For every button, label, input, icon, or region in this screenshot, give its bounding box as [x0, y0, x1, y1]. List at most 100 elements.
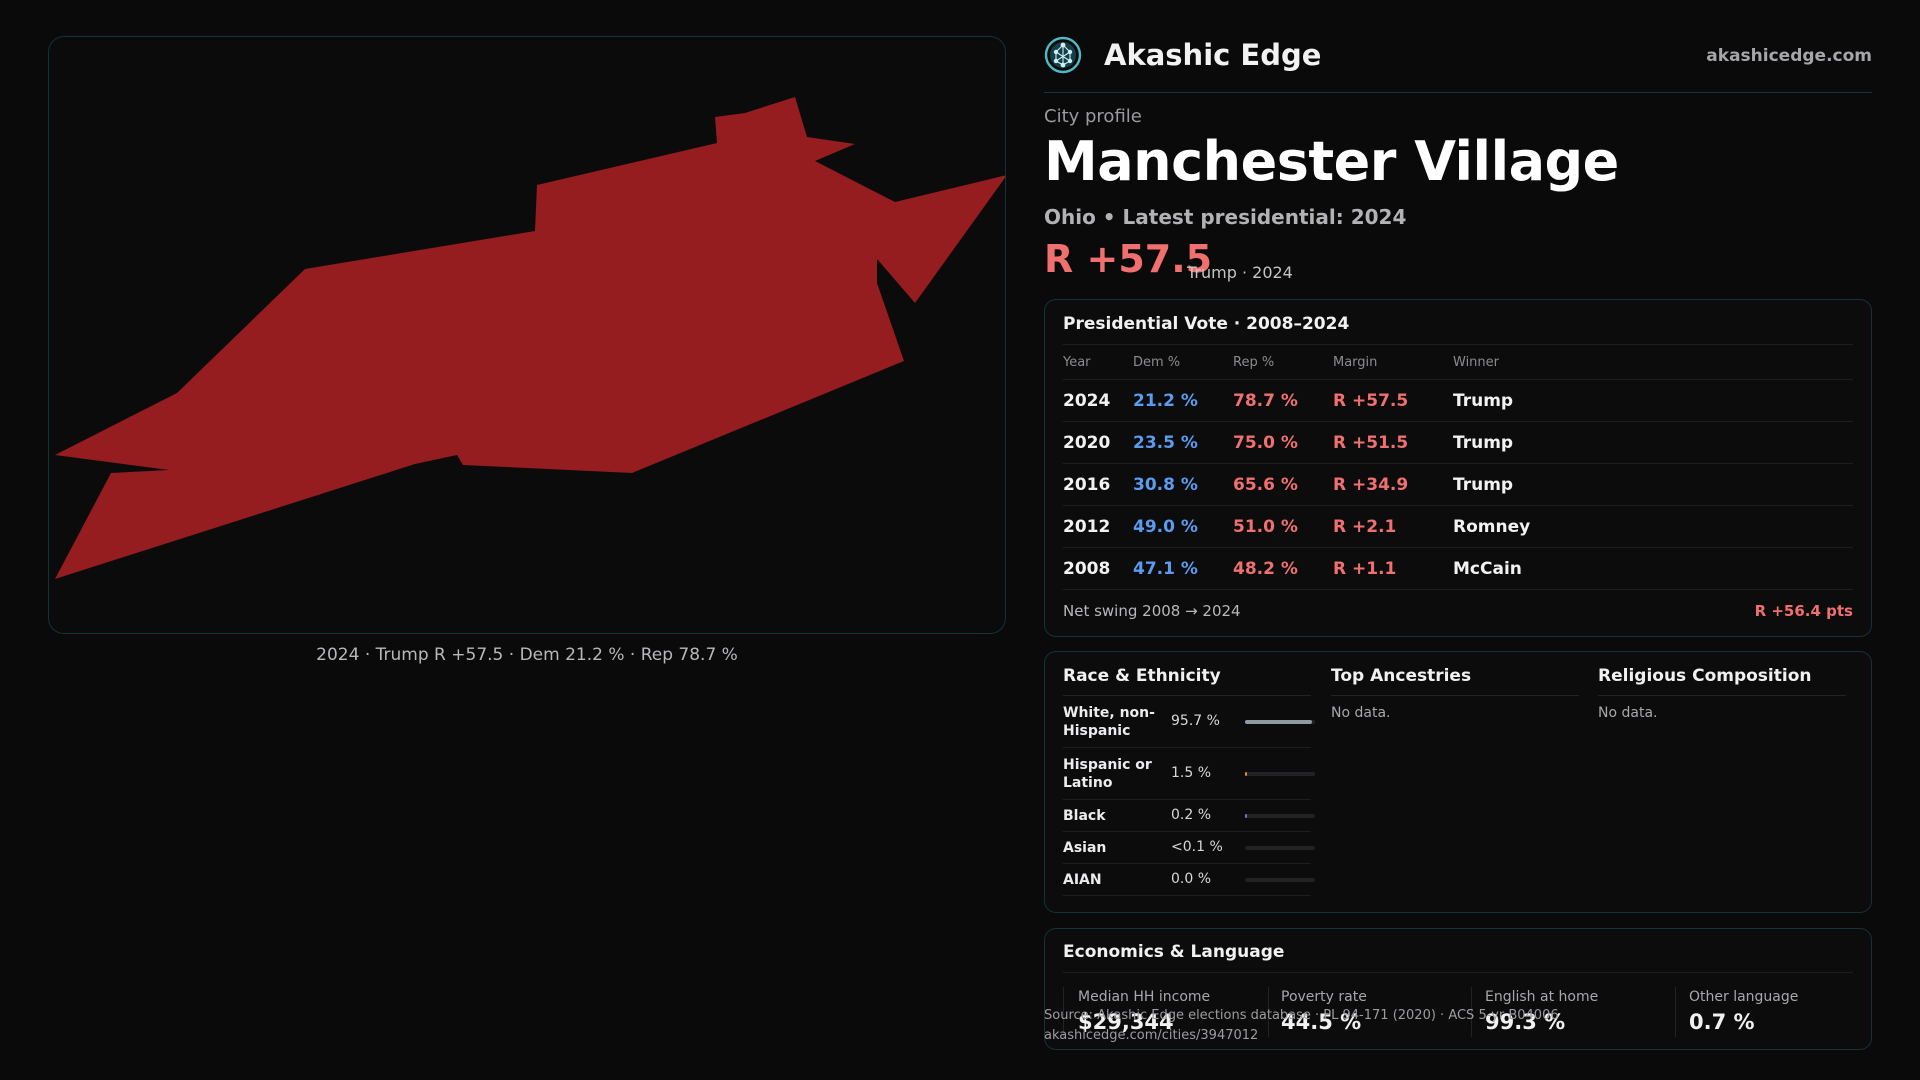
headline-margin-winner: Trump · 2024 [1187, 263, 1293, 282]
site-url[interactable]: akashicedge.com [1706, 46, 1872, 66]
divider [1063, 344, 1853, 345]
religious-composition-title: Religious Composition [1598, 666, 1846, 696]
cell-winner: Trump [1453, 463, 1853, 506]
cell-year: 2020 [1063, 421, 1133, 464]
stat-divider [1675, 987, 1676, 1037]
stat-divider [1063, 987, 1064, 1037]
headline-margin: R +57.5 [1044, 237, 1213, 281]
cell-rep: 51.0 % [1233, 505, 1333, 548]
cell-margin: R +51.5 [1333, 421, 1453, 464]
race-label: Black [1063, 808, 1106, 824]
cell-year: 2008 [1063, 547, 1133, 590]
race-row: Hispanic or Latino 1.5 % [1063, 748, 1315, 800]
tree-of-life-logo-icon[interactable] [1044, 36, 1082, 74]
race-label: AIAN [1063, 872, 1102, 888]
cell-margin: R +57.5 [1333, 379, 1453, 422]
top-ancestries-title: Top Ancestries [1331, 666, 1579, 696]
table-row: 2024 21.2 % 78.7 % R +57.5 Trump [1063, 379, 1853, 422]
column-header-winner: Winner [1453, 346, 1853, 380]
column-header-margin: Margin [1333, 346, 1453, 380]
stat-label: Other language [1689, 989, 1799, 1005]
cell-rep: 78.7 % [1233, 379, 1333, 422]
table-row: 2020 23.5 % 75.0 % R +51.5 Trump [1063, 421, 1853, 464]
cell-dem: 49.0 % [1133, 505, 1233, 548]
race-label: White, non-Hispanic [1063, 705, 1155, 739]
stat-other-language: Other language 0.7 % [1689, 989, 1798, 1039]
cell-rep: 75.0 % [1233, 421, 1333, 464]
column-header-year: Year [1063, 346, 1133, 380]
stat-value: 44.5 % [1281, 1010, 1362, 1034]
race-bar [1245, 814, 1315, 818]
stat-label: Poverty rate [1281, 989, 1367, 1005]
race-row: AIAN 0.0 % [1063, 864, 1315, 896]
brand-name[interactable]: Akashic Edge [1104, 38, 1322, 72]
cell-winner: Trump [1453, 421, 1853, 464]
map-caption: 2024 · Trump R +57.5 · Dem 21.2 % · Rep … [316, 645, 738, 665]
race-value: 0.2 % [1171, 807, 1212, 823]
presidential-vote-table: Year Dem % Rep % Margin Winner 2024 21.2… [1063, 346, 1853, 590]
vote-card-title: Presidential Vote · 2008–2024 [1063, 314, 1350, 334]
race-value: 95.7 % [1171, 713, 1220, 729]
cell-year: 2024 [1063, 379, 1133, 422]
religious-composition-column: Religious Composition No data. [1598, 666, 1846, 721]
table-row: 2012 49.0 % 51.0 % R +2.1 Romney [1063, 505, 1853, 548]
no-data-message: No data. [1331, 705, 1391, 721]
race-bar-fill [1245, 772, 1247, 776]
economics-language-card: Economics & Language Median HH income $2… [1044, 928, 1872, 1050]
page-title: Manchester Village [1044, 130, 1619, 193]
race-bar [1245, 720, 1315, 724]
city-boundary-map [55, 97, 1005, 579]
site-header: Akashic Edge akashicedge.com [1044, 34, 1872, 93]
cell-margin: R +2.1 [1333, 505, 1453, 548]
economics-card-title: Economics & Language [1063, 942, 1285, 962]
race-value: 1.5 % [1171, 765, 1212, 781]
stat-label: Median HH income [1078, 989, 1211, 1005]
cell-margin: R +1.1 [1333, 547, 1453, 590]
cell-winner: Trump [1453, 379, 1853, 422]
net-swing-label: Net swing 2008 → 2024 [1063, 602, 1241, 620]
source-citation: Source: Akashic Edge elections database … [1044, 1008, 1559, 1023]
cell-rep: 65.6 % [1233, 463, 1333, 506]
no-data-message: No data. [1598, 705, 1658, 721]
cell-dem: 30.8 % [1133, 463, 1233, 506]
race-value: <0.1 % [1171, 839, 1223, 855]
race-bar-fill [1245, 720, 1312, 724]
cell-dem: 21.2 % [1133, 379, 1233, 422]
cell-year: 2012 [1063, 505, 1133, 548]
presidential-vote-card: Presidential Vote · 2008–2024 Year Dem %… [1044, 299, 1872, 637]
column-header-dem: Dem % [1133, 346, 1233, 380]
column-header-rep: Rep % [1233, 346, 1333, 380]
source-footer: Source: Akashic Edge elections database … [1044, 1006, 1559, 1046]
city-map-panel [48, 36, 1006, 634]
stat-value: 0.7 % [1689, 1010, 1755, 1034]
source-url[interactable]: akashicedge.com/cities/3947012 [1044, 1028, 1259, 1043]
race-label: Hispanic or Latino [1063, 757, 1152, 791]
race-row: Asian <0.1 % [1063, 832, 1315, 864]
race-ethnicity-column: Race & Ethnicity White, non-Hispanic 95.… [1063, 666, 1315, 896]
race-bar [1245, 846, 1315, 850]
demographics-card: Race & Ethnicity White, non-Hispanic 95.… [1044, 651, 1872, 913]
cell-margin: R +34.9 [1333, 463, 1453, 506]
stat-label: English at home [1485, 989, 1599, 1005]
race-bar [1245, 878, 1315, 882]
cell-year: 2016 [1063, 463, 1133, 506]
profile-subtitle: Ohio • Latest presidential: 2024 [1044, 205, 1407, 229]
top-ancestries-column: Top Ancestries No data. [1331, 666, 1579, 721]
table-header-row: Year Dem % Rep % Margin Winner [1063, 346, 1853, 380]
city-boundary-shape [55, 97, 1005, 579]
divider [1063, 972, 1853, 973]
race-ethnicity-title: Race & Ethnicity [1063, 666, 1311, 696]
race-row: White, non-Hispanic 95.7 % [1063, 696, 1315, 748]
cell-rep: 48.2 % [1233, 547, 1333, 590]
stat-divider [1471, 987, 1472, 1037]
net-swing-value: R +56.4 pts [1754, 602, 1853, 620]
cell-dem: 47.1 % [1133, 547, 1233, 590]
cell-winner: Romney [1453, 505, 1853, 548]
profile-eyebrow: City profile [1044, 106, 1142, 127]
race-label: Asian [1063, 840, 1107, 856]
stat-median-income: Median HH income $29,344 [1078, 989, 1210, 1039]
stat-value: 99.3 % [1485, 1010, 1566, 1034]
cell-dem: 23.5 % [1133, 421, 1233, 464]
race-row: Black 0.2 % [1063, 800, 1315, 832]
table-row: 2016 30.8 % 65.6 % R +34.9 Trump [1063, 463, 1853, 506]
